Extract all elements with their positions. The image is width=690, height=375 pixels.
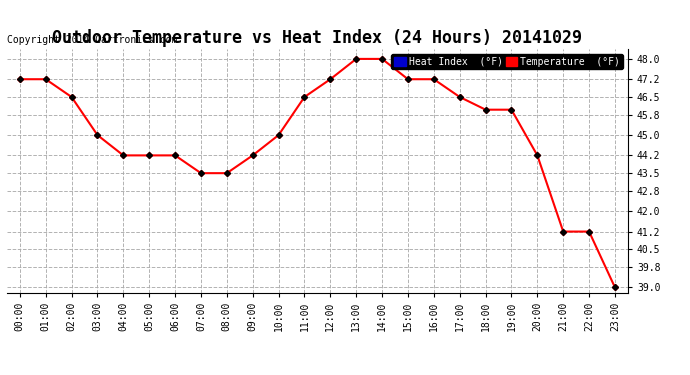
Legend: Heat Index  (°F), Temperature  (°F): Heat Index (°F), Temperature (°F) [391, 54, 623, 69]
Title: Outdoor Temperature vs Heat Index (24 Hours) 20141029: Outdoor Temperature vs Heat Index (24 Ho… [52, 29, 582, 47]
Text: Copyright 2014 Cartronics.com: Copyright 2014 Cartronics.com [7, 35, 177, 45]
